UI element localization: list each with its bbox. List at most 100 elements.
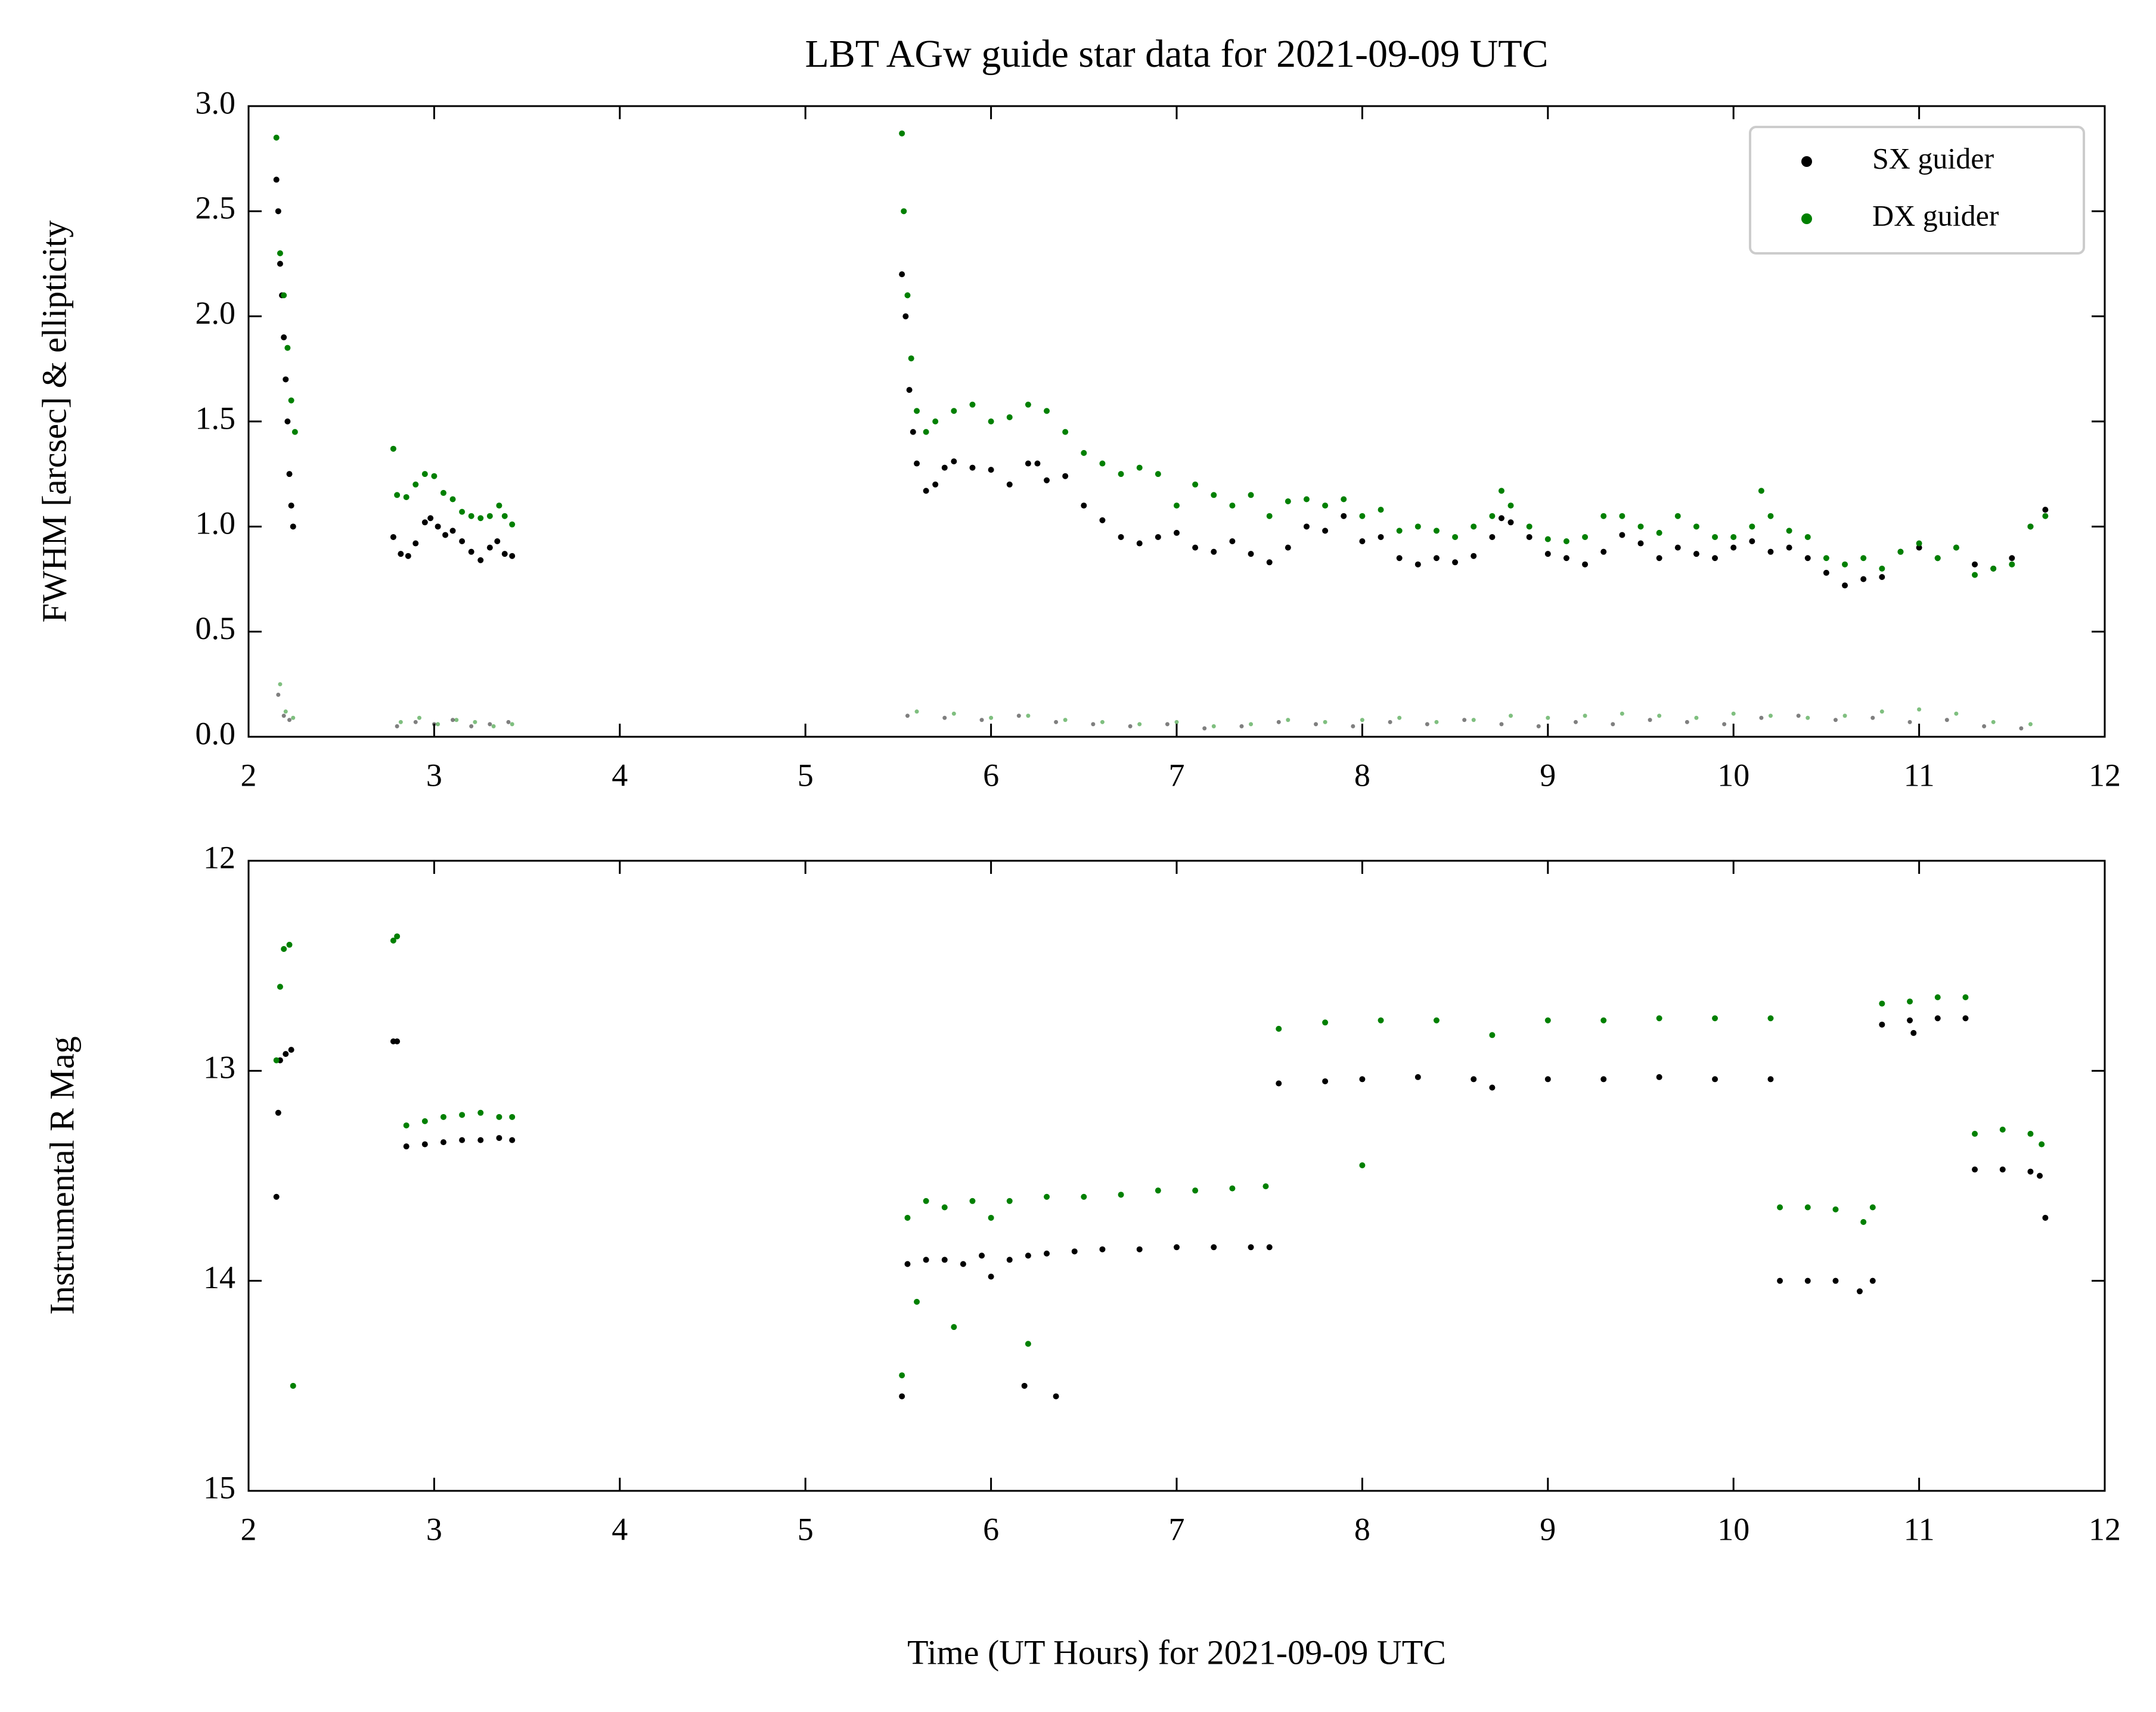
data-point bbox=[459, 508, 466, 515]
data-point bbox=[288, 503, 294, 509]
data-point bbox=[914, 709, 919, 714]
data-point bbox=[1620, 711, 1624, 716]
data-point bbox=[1136, 540, 1143, 547]
data-point bbox=[277, 984, 283, 990]
data-point bbox=[390, 534, 396, 540]
data-point bbox=[1972, 1131, 1978, 1137]
data-point bbox=[1359, 1162, 1366, 1168]
data-point bbox=[473, 719, 477, 724]
data-point bbox=[951, 1324, 957, 1330]
data-point bbox=[477, 515, 484, 522]
data-point bbox=[905, 714, 910, 718]
data-point bbox=[1582, 561, 1589, 567]
data-point bbox=[1303, 523, 1310, 530]
data-point bbox=[2039, 1141, 2045, 1147]
data-point bbox=[477, 1137, 484, 1143]
data-point bbox=[2042, 1214, 2049, 1221]
data-point bbox=[454, 718, 459, 722]
data-point bbox=[989, 715, 994, 720]
data-point bbox=[390, 445, 396, 452]
x-tick-label: 6 bbox=[983, 1511, 999, 1547]
data-point bbox=[1044, 1193, 1050, 1200]
data-point bbox=[1648, 718, 1652, 722]
data-point bbox=[432, 722, 436, 727]
x-tick-label: 11 bbox=[1904, 1511, 1935, 1547]
y-tick-label: 13 bbox=[203, 1050, 235, 1085]
data-point bbox=[899, 271, 905, 278]
data-point bbox=[1804, 555, 1811, 562]
data-point bbox=[1071, 1248, 1078, 1255]
data-point bbox=[1006, 1198, 1013, 1204]
data-point bbox=[1091, 722, 1096, 727]
data-point bbox=[1100, 719, 1105, 724]
data-point bbox=[273, 1057, 280, 1063]
data-point bbox=[899, 130, 905, 137]
data-point bbox=[969, 1198, 976, 1204]
data-point bbox=[1462, 718, 1467, 722]
data-point bbox=[449, 496, 456, 503]
data-point bbox=[1749, 523, 1755, 530]
data-point bbox=[1879, 573, 1885, 580]
data-point bbox=[2009, 555, 2015, 562]
data-point bbox=[477, 557, 484, 563]
data-point bbox=[281, 334, 287, 340]
data-point bbox=[435, 523, 441, 530]
data-point bbox=[1137, 722, 1142, 727]
data-point bbox=[1471, 523, 1477, 530]
data-point bbox=[1471, 553, 1477, 559]
data-point bbox=[1433, 528, 1440, 534]
data-point bbox=[979, 1252, 985, 1259]
plot-area bbox=[273, 933, 2049, 1400]
data-point bbox=[1999, 1166, 2006, 1173]
x-tick-label: 7 bbox=[1169, 757, 1185, 793]
data-point bbox=[468, 548, 474, 555]
data-point bbox=[1934, 994, 1941, 1001]
data-point bbox=[1544, 1017, 1551, 1024]
data-point bbox=[951, 458, 957, 465]
data-point bbox=[1842, 582, 1848, 589]
data-point bbox=[1842, 714, 1847, 718]
data-point bbox=[1869, 1204, 1876, 1211]
data-point bbox=[496, 1114, 502, 1120]
data-point bbox=[1322, 1019, 1329, 1026]
data-point bbox=[951, 408, 957, 414]
data-point bbox=[1509, 714, 1513, 718]
x-tick-label: 5 bbox=[798, 1511, 814, 1547]
data-point bbox=[486, 544, 493, 551]
x-tick-label: 11 bbox=[1904, 757, 1935, 793]
data-point bbox=[932, 481, 939, 488]
data-point bbox=[273, 1193, 280, 1200]
data-point bbox=[1266, 1244, 1273, 1251]
x-tick-label: 10 bbox=[1717, 757, 1749, 793]
data-point bbox=[1879, 709, 1884, 714]
data-point bbox=[1489, 513, 1496, 519]
y-tick-label: 0.5 bbox=[196, 610, 236, 646]
data-point bbox=[1693, 523, 1699, 530]
y-tick-label: 0.0 bbox=[196, 715, 236, 751]
data-point bbox=[899, 1393, 905, 1400]
data-point bbox=[277, 250, 283, 256]
data-point bbox=[1433, 1017, 1440, 1024]
data-point bbox=[1359, 1076, 1366, 1083]
data-point bbox=[923, 429, 929, 435]
data-point bbox=[1489, 534, 1496, 540]
data-point bbox=[1656, 555, 1662, 562]
data-point bbox=[2027, 1168, 2034, 1175]
data-point bbox=[1062, 429, 1069, 435]
data-point bbox=[275, 1109, 281, 1116]
x-tick-label: 8 bbox=[1354, 1511, 1370, 1547]
data-point bbox=[941, 464, 948, 471]
data-point bbox=[1507, 503, 1514, 509]
data-point bbox=[1907, 719, 1912, 724]
data-point bbox=[1712, 555, 1718, 562]
data-point bbox=[1489, 1084, 1496, 1091]
data-point bbox=[1359, 538, 1366, 545]
data-point bbox=[1823, 569, 1829, 576]
data-point bbox=[1006, 481, 1013, 488]
data-point bbox=[451, 718, 455, 722]
data-point bbox=[1804, 534, 1811, 540]
data-point bbox=[281, 714, 286, 718]
data-point bbox=[1897, 548, 1904, 555]
data-point bbox=[1388, 719, 1392, 724]
